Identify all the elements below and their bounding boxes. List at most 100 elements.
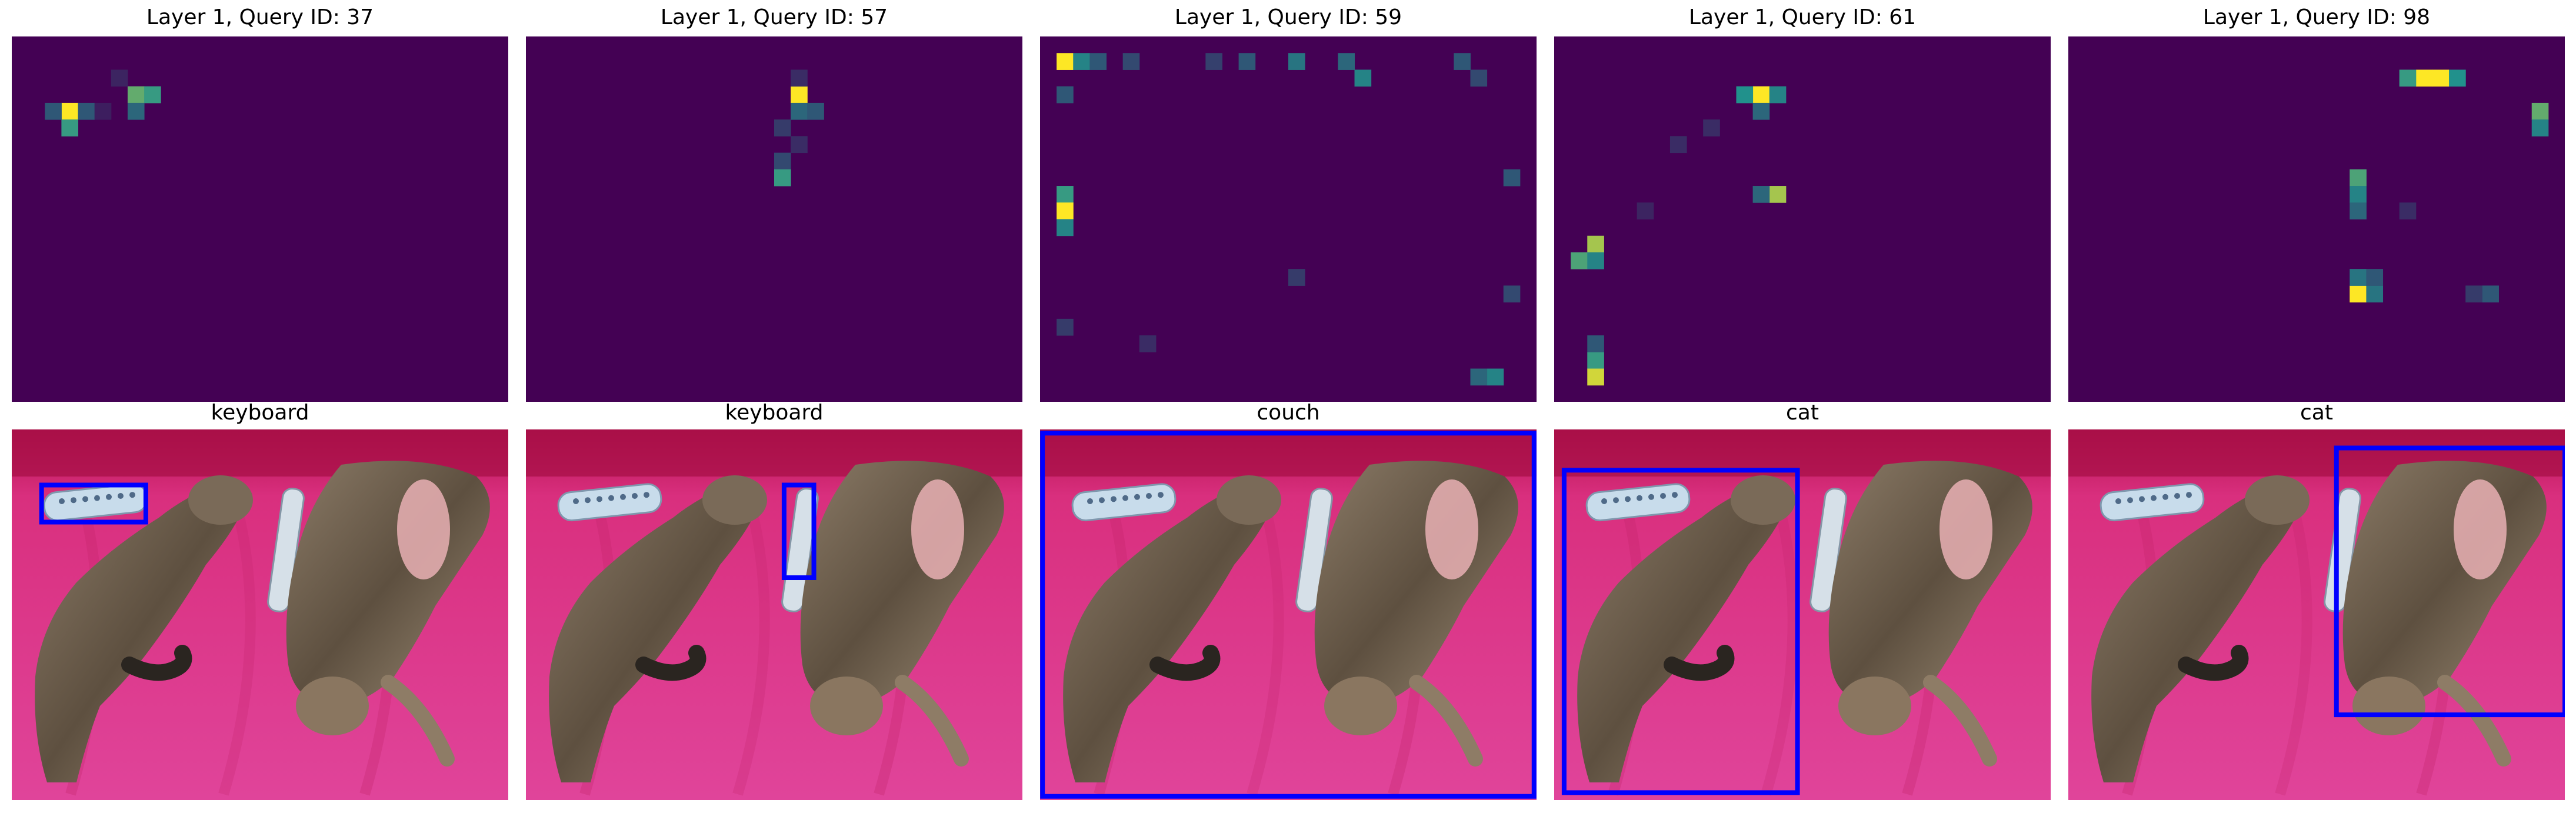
cat-left [2091, 482, 2301, 782]
heatmap-cell [2449, 69, 2466, 87]
remote-button [1601, 498, 1607, 504]
remote-button [632, 493, 638, 499]
remote-button [1134, 494, 1140, 500]
attention-heatmap [526, 36, 1022, 402]
cat-left-head [1731, 475, 1795, 525]
detection-label: cat [1786, 401, 1819, 425]
heatmap-cell [111, 69, 128, 87]
remote-button [2151, 495, 2157, 501]
heatmap-cell [1769, 186, 1787, 203]
detection-label: cat [2300, 401, 2333, 425]
heatmap-cell [2350, 202, 2367, 219]
heatmap-cell [127, 102, 145, 120]
photo-svg [1040, 429, 1537, 800]
heatmap-cell [1571, 252, 1588, 269]
heatmap-svg [1554, 36, 2051, 402]
photo-svg [2068, 429, 2565, 800]
remote-button [1672, 492, 1678, 498]
heatmap-cell [1736, 86, 1754, 104]
photo-svg [12, 429, 508, 800]
cat-right-leg [381, 675, 455, 767]
cat-left-head [2245, 475, 2310, 525]
remote-button [106, 494, 112, 500]
remote-button [2186, 492, 2192, 498]
heatmap-cell [1669, 136, 1687, 154]
heatmap-cell [2399, 69, 2417, 87]
remote-control [781, 488, 819, 612]
blanket-fold [218, 498, 256, 796]
remote-button [596, 496, 602, 502]
heatmap-cell [1122, 53, 1140, 70]
heatmap-cell [774, 169, 791, 186]
cat-left [1577, 482, 1787, 782]
cat-right-head [1838, 677, 1911, 735]
heatmap-cell [807, 102, 824, 120]
remote-button [1099, 497, 1105, 504]
heatmap-title: Layer 1, Query ID: 57 [660, 5, 888, 29]
heatmap-cell [1470, 368, 1488, 386]
heatmap-cell [1238, 53, 1256, 70]
heatmap-cell [1587, 368, 1604, 386]
cat-right-head [810, 677, 883, 735]
heatmap-cell [1139, 335, 1157, 352]
cat-left-tail [1149, 645, 1221, 681]
detection-label: keyboard [725, 401, 824, 425]
remote-button [1111, 496, 1117, 502]
bounding-box [781, 482, 817, 580]
heatmap-cell [2399, 202, 2417, 219]
heatmap-cell [1338, 53, 1355, 70]
cat-right-leg [1409, 675, 1483, 767]
heatmap-title: Layer 1, Query ID: 98 [2202, 5, 2431, 29]
bounding-box [1561, 468, 1800, 795]
heatmap-cell [1470, 69, 1488, 87]
attention-heatmap [12, 36, 508, 402]
heatmap-title: Layer 1, Query ID: 61 [1688, 5, 1917, 29]
remote-button [129, 492, 135, 498]
heatmap-cell [2350, 186, 2367, 203]
remote-button [82, 496, 88, 502]
cat-left [549, 482, 758, 782]
heatmap-cell [2366, 269, 2384, 286]
cat-photo [1040, 429, 1537, 800]
remote-button [1660, 493, 1666, 499]
blanket-fold [732, 498, 770, 796]
heatmap-cell [1288, 269, 1305, 286]
cat-left-head [702, 475, 767, 525]
remote-button [644, 492, 649, 498]
heatmap-cell [791, 136, 808, 154]
cat-left-head [188, 475, 253, 525]
remote-button [118, 493, 124, 499]
remote-button [2162, 494, 2168, 500]
heatmap-cell [1752, 86, 1770, 104]
heatmap-cell [1587, 235, 1604, 253]
attention-heatmap [2068, 36, 2565, 402]
heatmap-cell [61, 102, 79, 120]
heatmap-title: Layer 1, Query ID: 59 [1174, 5, 1402, 29]
heatmap-svg [2068, 36, 2565, 402]
heatmap-cell [1769, 86, 1787, 104]
photo-svg [526, 429, 1022, 800]
remote-button [71, 497, 76, 504]
heatmap-cell [144, 86, 161, 104]
heatmap-cell [1288, 53, 1305, 70]
heatmap-cell [1454, 53, 1471, 70]
bounding-box [39, 482, 148, 525]
heatmap-svg [526, 36, 1022, 402]
heatmap-cell [1752, 102, 1770, 120]
bounding-box [1040, 431, 1537, 799]
heatmap-cell [1057, 186, 1074, 203]
heatmap-cell [1057, 53, 1074, 70]
heatmap-cell [2350, 169, 2367, 186]
remote-button [2174, 493, 2180, 499]
cat-left [35, 482, 245, 782]
heatmap-cell [1057, 202, 1074, 219]
cat-right-belly [2454, 479, 2507, 579]
cat-right-head [296, 677, 369, 735]
blanket-fold [1761, 498, 1798, 796]
heatmap-cell [1057, 318, 1074, 336]
remote-button [94, 495, 100, 501]
heatmap-cell [2366, 285, 2384, 303]
heatmap-title: Layer 1, Query ID: 37 [146, 5, 374, 29]
cat-left-tail [1664, 645, 1735, 681]
cat-right-belly [911, 479, 964, 579]
